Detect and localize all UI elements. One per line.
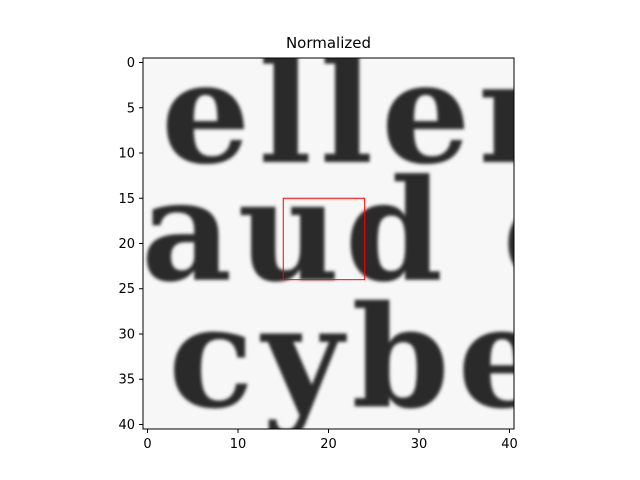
y-tick-label: 5 [127, 101, 135, 116]
x-tick-label: 20 [320, 437, 337, 452]
image-text-row: cybe [168, 275, 555, 440]
y-axis: 0 5 10 15 20 25 30 35 40 [118, 56, 143, 433]
annotation-box [282, 197, 366, 281]
y-tick-label: 20 [118, 237, 135, 252]
image-background [143, 58, 514, 429]
x-axis: 0 10 20 30 40 [143, 429, 518, 452]
x-tick-label: 30 [411, 437, 428, 452]
y-tick-label: 0 [127, 56, 135, 71]
y-tick-label: 35 [118, 373, 135, 388]
x-tick-label: 40 [501, 437, 518, 452]
y-tick-label: 30 [118, 327, 135, 342]
y-tick-label: 15 [118, 192, 135, 207]
y-tick-label: 25 [118, 282, 135, 297]
y-tick-label: 40 [118, 418, 135, 433]
y-tick-label: 10 [118, 147, 135, 162]
chart-title: Normalized [286, 34, 371, 52]
x-tick-label: 0 [143, 437, 151, 452]
x-tick-label: 10 [230, 437, 247, 452]
image-text-row: eller [161, 31, 561, 196]
image-text-row: aud c [141, 149, 593, 314]
